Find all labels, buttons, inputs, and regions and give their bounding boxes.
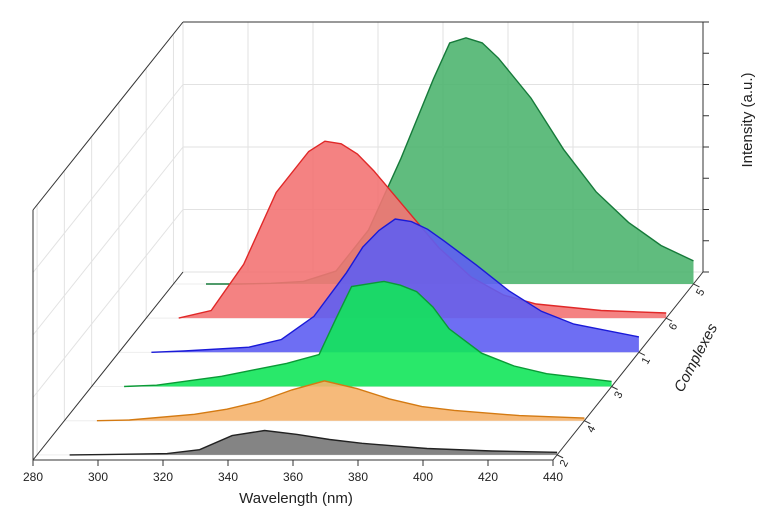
chart-axes xyxy=(32,21,709,466)
grid-line xyxy=(32,84,184,273)
category-tick xyxy=(693,283,700,288)
x-tick-label: 280 xyxy=(23,470,43,484)
grid-line xyxy=(32,209,184,398)
x-tick-label: 320 xyxy=(153,470,173,484)
series-2-area xyxy=(69,430,558,455)
x-tick-label: 340 xyxy=(218,470,238,484)
category-tick xyxy=(584,420,591,425)
x-axis-title: Wavelength (nm) xyxy=(239,490,353,507)
category-tick xyxy=(556,454,564,459)
category-axis-line xyxy=(552,271,704,461)
series-1-line xyxy=(151,218,640,353)
x-tick-label: 400 xyxy=(413,470,433,484)
category-tick-label: 6 xyxy=(667,321,680,332)
category-tick xyxy=(611,386,618,390)
category-tick-label: 2 xyxy=(558,458,571,469)
category-tick-label: 4 xyxy=(585,424,598,435)
x-tick-label: 380 xyxy=(348,470,368,484)
grid-line xyxy=(32,146,184,336)
x-tick-label: 360 xyxy=(283,470,303,484)
series-5-area xyxy=(206,37,694,284)
x-tick-label: 420 xyxy=(478,470,498,484)
category-tick xyxy=(638,351,646,356)
left-floor-edge xyxy=(32,271,184,461)
category-tick-label: 5 xyxy=(694,287,707,298)
z-axis-title: Intensity (a.u.) xyxy=(739,72,756,167)
chart-series-layer xyxy=(69,37,694,456)
category-tick-label: 1 xyxy=(640,355,653,366)
series-2-line xyxy=(69,429,558,456)
x-tick-label: 440 xyxy=(543,470,563,484)
category-axis-title: Complexes xyxy=(671,320,721,395)
category-tick-label: 3 xyxy=(612,390,625,401)
series-4-line xyxy=(96,380,585,422)
x-tick-label: 300 xyxy=(88,470,108,484)
left-top-edge xyxy=(32,21,184,211)
series-3-line xyxy=(124,280,612,388)
series-3-area xyxy=(124,281,612,387)
category-tick xyxy=(665,317,673,322)
